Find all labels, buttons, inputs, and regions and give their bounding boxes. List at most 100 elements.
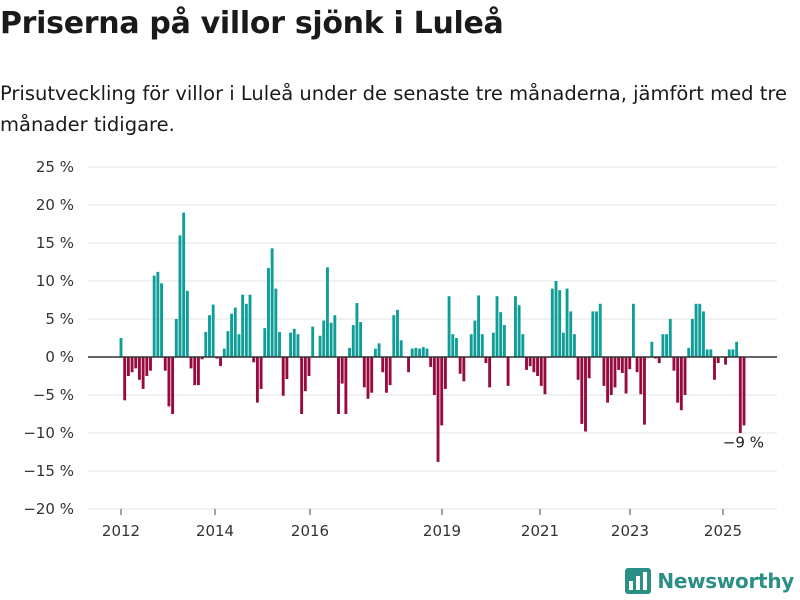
bar: [189, 357, 193, 369]
bars: [119, 212, 746, 462]
bar: [259, 357, 263, 389]
x-axis-labels: 2012 2014 2016 2019 2021 2023 2025: [102, 509, 742, 540]
y-tick-label: 15 %: [36, 234, 74, 252]
bar: [687, 347, 691, 357]
bar: [576, 357, 580, 380]
bar: [429, 357, 433, 367]
bar: [204, 331, 208, 357]
bar: [373, 348, 377, 357]
bar: [690, 319, 694, 357]
bar: [440, 357, 444, 426]
bar: [149, 357, 152, 371]
bar: [226, 331, 230, 357]
y-tick-label: −15 %: [23, 462, 74, 480]
bar: [171, 357, 175, 414]
bar: [661, 334, 665, 357]
x-tick-label: 2014: [196, 522, 234, 540]
bar: [285, 357, 289, 380]
bar: [233, 307, 237, 357]
bar: [340, 357, 344, 384]
bar: [643, 357, 646, 425]
bar: [421, 347, 425, 357]
bar: [698, 303, 702, 357]
y-tick-label: 0 %: [45, 348, 74, 366]
bar: [410, 348, 414, 357]
bar: [580, 357, 584, 424]
bar: [278, 331, 281, 357]
bar: [532, 357, 536, 373]
bar: [292, 328, 296, 357]
newsworthy-logo-icon: [625, 568, 652, 594]
bar: [742, 357, 746, 426]
bar: [152, 275, 156, 357]
bar: [311, 326, 315, 357]
bar: [654, 357, 657, 359]
bar: [414, 347, 418, 357]
bar: [595, 311, 598, 357]
bar: [388, 357, 392, 386]
bar: [451, 334, 455, 357]
bar: [355, 303, 359, 357]
bar: [274, 288, 278, 357]
bar: [329, 322, 333, 357]
bar: [252, 357, 256, 363]
bar: [624, 357, 628, 394]
bar: [727, 349, 731, 357]
bar: [543, 357, 547, 395]
bar: [539, 357, 543, 386]
bar: [130, 357, 134, 373]
bar: [495, 296, 499, 357]
bar: [270, 248, 274, 357]
bar: [145, 357, 149, 376]
bar: [396, 309, 399, 357]
bar: [141, 357, 145, 389]
bar: [362, 357, 366, 388]
y-tick-label: 10 %: [36, 272, 74, 290]
bar: [267, 268, 270, 357]
y-tick-label: 25 %: [36, 158, 74, 176]
bar: [587, 357, 591, 379]
bar: [458, 357, 462, 374]
bar: [351, 325, 355, 357]
bar: [506, 357, 510, 386]
bar: [296, 334, 300, 357]
bar: [123, 357, 127, 401]
bar: [561, 332, 565, 357]
bar: [211, 304, 215, 357]
bar: [370, 357, 374, 393]
bar: [550, 288, 554, 357]
bar: [473, 320, 477, 357]
bar: [241, 294, 245, 357]
bar: [617, 357, 621, 370]
bar: [484, 357, 488, 364]
bar: [307, 357, 311, 376]
bar: [602, 357, 606, 386]
bar: [255, 357, 259, 403]
bar: [185, 290, 189, 357]
y-tick-label: 20 %: [36, 196, 74, 214]
bar: [344, 357, 348, 414]
bar: [174, 319, 178, 357]
bar: [163, 357, 167, 371]
bar: [381, 357, 385, 373]
bar: [208, 315, 211, 357]
bar: [337, 357, 340, 414]
bar: [613, 357, 617, 388]
bar: [702, 311, 705, 357]
bar: [425, 348, 429, 357]
bar: [134, 357, 138, 369]
bar: [167, 357, 171, 407]
bar: [366, 357, 370, 399]
bar: [156, 271, 160, 357]
bar: [432, 357, 436, 395]
bar: [303, 357, 307, 392]
bar: [491, 332, 495, 357]
bar: [219, 357, 222, 367]
bar: [705, 349, 709, 357]
bar: [668, 319, 672, 357]
brand-logo: Newsworthy: [625, 568, 794, 594]
bar: [672, 357, 676, 371]
bar: [477, 295, 481, 357]
bar: [230, 313, 234, 357]
bar: [200, 357, 204, 360]
